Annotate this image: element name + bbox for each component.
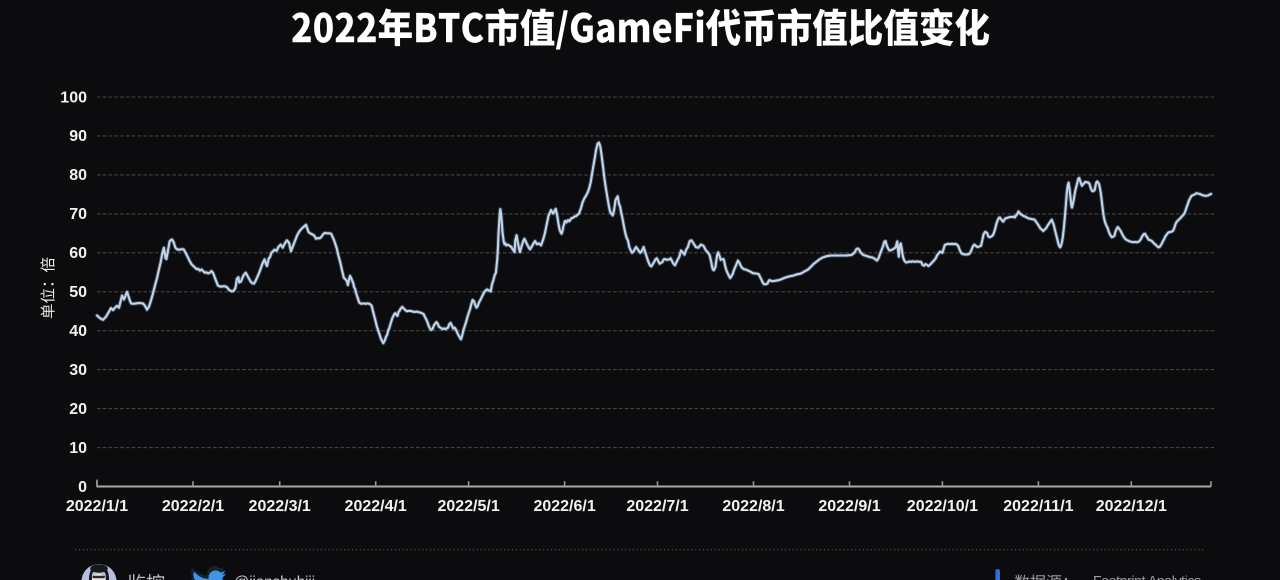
svg-text:2022/3/1: 2022/3/1 xyxy=(249,498,311,515)
svg-text:100: 100 xyxy=(60,89,87,106)
svg-text:60: 60 xyxy=(69,245,87,262)
svg-text:50: 50 xyxy=(69,284,87,301)
svg-text:2022/5/1: 2022/5/1 xyxy=(437,498,499,515)
svg-text:2022/2/1: 2022/2/1 xyxy=(162,498,224,515)
svg-text:40: 40 xyxy=(69,323,87,340)
svg-text:2022/1/1: 2022/1/1 xyxy=(66,498,128,515)
svg-text:2022/11/1: 2022/11/1 xyxy=(1003,498,1073,515)
svg-text:80: 80 xyxy=(69,167,87,184)
svg-text:0: 0 xyxy=(78,479,87,496)
svg-text:2022/4/1: 2022/4/1 xyxy=(345,498,407,515)
svg-text:2022/9/1: 2022/9/1 xyxy=(818,498,880,515)
svg-text:2022/8/1: 2022/8/1 xyxy=(722,498,784,515)
svg-text:30: 30 xyxy=(69,362,87,379)
svg-text:2022/7/1: 2022/7/1 xyxy=(626,498,688,515)
svg-text:90: 90 xyxy=(69,128,87,145)
svg-text:20: 20 xyxy=(69,401,87,418)
svg-text:Footprint Analytics: Footprint Analytics xyxy=(1093,573,1201,580)
svg-text:70: 70 xyxy=(69,206,87,223)
svg-text:2022/6/1: 2022/6/1 xyxy=(533,498,595,515)
svg-text:2022/12/1: 2022/12/1 xyxy=(1096,498,1167,515)
svg-text:@jianshuhiii: @jianshuhiii xyxy=(234,574,315,580)
svg-text:10: 10 xyxy=(69,440,87,457)
svg-text:2022/10/1: 2022/10/1 xyxy=(907,498,978,515)
